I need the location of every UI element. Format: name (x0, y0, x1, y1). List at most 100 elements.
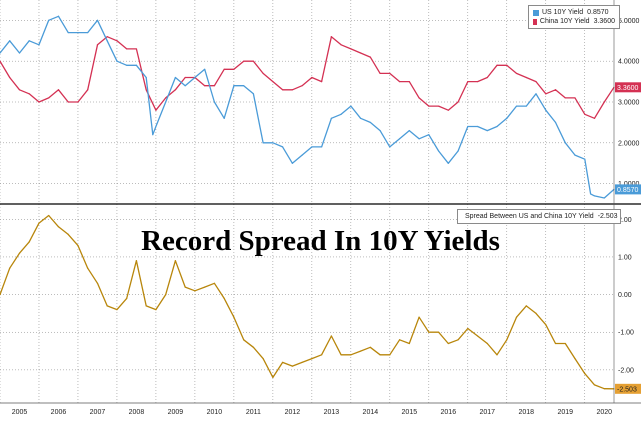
spread-line-point (272, 376, 274, 379)
spread-line-point (554, 342, 557, 345)
x-tick-label: 2005 (12, 409, 28, 416)
us-yield-line-point (554, 121, 557, 124)
us-yield-line-point (369, 121, 371, 124)
spread-line-point (223, 297, 225, 299)
us-yield-line-point (106, 40, 108, 42)
spread-line-point (506, 339, 508, 341)
spread-line-point (116, 309, 118, 311)
spread-line-point (467, 327, 469, 330)
spread-line (0, 214, 615, 390)
china-yield-line-point (496, 64, 498, 66)
legend-item-spread: Spread Between US and China 10Y Yield -2… (462, 212, 618, 221)
us-yield-line-point (545, 109, 547, 111)
china-yield-line-point (184, 76, 186, 79)
y-tick-label: 2.00 (618, 217, 632, 224)
us-yield-line-point (291, 162, 293, 164)
x-tick-label: 2015 (402, 409, 418, 416)
spread-line-point (243, 339, 245, 341)
spread-line-point (457, 339, 459, 341)
spread-line-point (213, 282, 216, 284)
china-yield-line-point (486, 76, 488, 79)
china-yield-line-point (379, 72, 381, 75)
us-yield-line-point (447, 162, 449, 164)
china-yield-line-point (18, 89, 21, 91)
x-tick-label: 2016 (441, 409, 457, 416)
china-yield-line-point (116, 40, 118, 42)
china-yield-line-point (213, 85, 216, 87)
china-yield-line-point (67, 101, 69, 103)
tag-layer: 3.3600 0.8570 -2.503 (615, 82, 641, 394)
legend-swatch-us (533, 9, 539, 16)
spread-line-point (48, 214, 50, 217)
us-yield-line-point (77, 31, 79, 34)
china-yield-line-point (126, 48, 128, 50)
spread-line-point (369, 346, 371, 348)
us-yield-line-point (584, 158, 586, 160)
spread-line-point (535, 312, 537, 315)
spread-line-point (28, 241, 30, 243)
us-yield-line-point (57, 15, 60, 17)
x-tick-label: 2006 (51, 409, 67, 416)
china-yield-line-point (437, 105, 440, 107)
spread-line-point (593, 384, 596, 386)
us-yield-line-point (48, 19, 50, 21)
spread-line-point (330, 335, 332, 337)
us-yield-line-point (311, 146, 313, 148)
us-yield-line-point (535, 93, 537, 95)
spread-line-point (389, 354, 391, 356)
us-yield-line-point (574, 154, 576, 156)
y-tick-label: 5.0000 (618, 18, 640, 25)
spread-line-point (545, 324, 547, 326)
china-yield-line-point (135, 48, 138, 50)
us-yield-line-point (603, 197, 605, 199)
us-yield-line-point (252, 93, 254, 95)
us-yield-line-point (67, 31, 69, 34)
spread-line-point (574, 357, 576, 360)
us-yield-line-point (152, 134, 154, 136)
spread-line-point (18, 252, 21, 254)
us-yield-line-point (398, 138, 401, 140)
us-yield-line-point (0, 52, 1, 54)
china-yield-line-point (467, 80, 469, 83)
china-yield-line-point (515, 72, 518, 75)
china-yield-line-point (603, 101, 605, 103)
china-yield-line-point (0, 60, 1, 62)
us-yield-line-point (28, 40, 30, 42)
spread-line-point (437, 331, 440, 333)
us-yield-line-point (145, 76, 147, 79)
china-yield-line-point (233, 68, 235, 70)
us-yield-line-point (593, 195, 596, 197)
china-yield-line-point (282, 89, 284, 91)
china-yield-line-point (28, 93, 30, 95)
us-yield-line-point (379, 129, 381, 132)
x-tick-label: 2020 (596, 409, 612, 416)
us-yield-line-point (360, 117, 362, 119)
legend-label-spread: Spread Between US and China 10Y Yield (465, 213, 594, 220)
us-yield-line-point (282, 146, 284, 148)
us-yield-line-point (496, 125, 498, 128)
series-layer (0, 15, 615, 390)
x-tick-label: 2012 (285, 409, 301, 416)
y-tick-label: -1.00 (618, 330, 634, 337)
spread-line-point (57, 226, 60, 228)
us-yield-line-point (590, 193, 592, 195)
legend-label-us: US 10Y Yield (542, 9, 584, 16)
china-yield-line-point (350, 48, 352, 50)
china-yield-line-point (545, 93, 547, 95)
spread-line-point (496, 354, 498, 356)
legend-top: US 10Y Yield 0.8570 China 10Y Yield 3.36… (528, 5, 620, 29)
us-yield-line-point (213, 101, 216, 103)
spread-line-point (321, 354, 323, 356)
y-tick-label: 2.0000 (618, 140, 640, 147)
spread-line-point (135, 260, 138, 262)
spread-line-point (174, 260, 177, 262)
spread-line-point (233, 316, 235, 318)
legend-swatch-china (533, 18, 537, 25)
us-yield-line-point (116, 60, 118, 62)
legend-bottom: Spread Between US and China 10Y Yield -2… (457, 209, 621, 224)
us-yield-line-point (204, 68, 206, 70)
us-yield-line-point (428, 134, 430, 136)
us-yield-line-point (18, 52, 21, 54)
china-yield-line-point (564, 97, 566, 99)
us-yield-line-point (486, 129, 488, 132)
